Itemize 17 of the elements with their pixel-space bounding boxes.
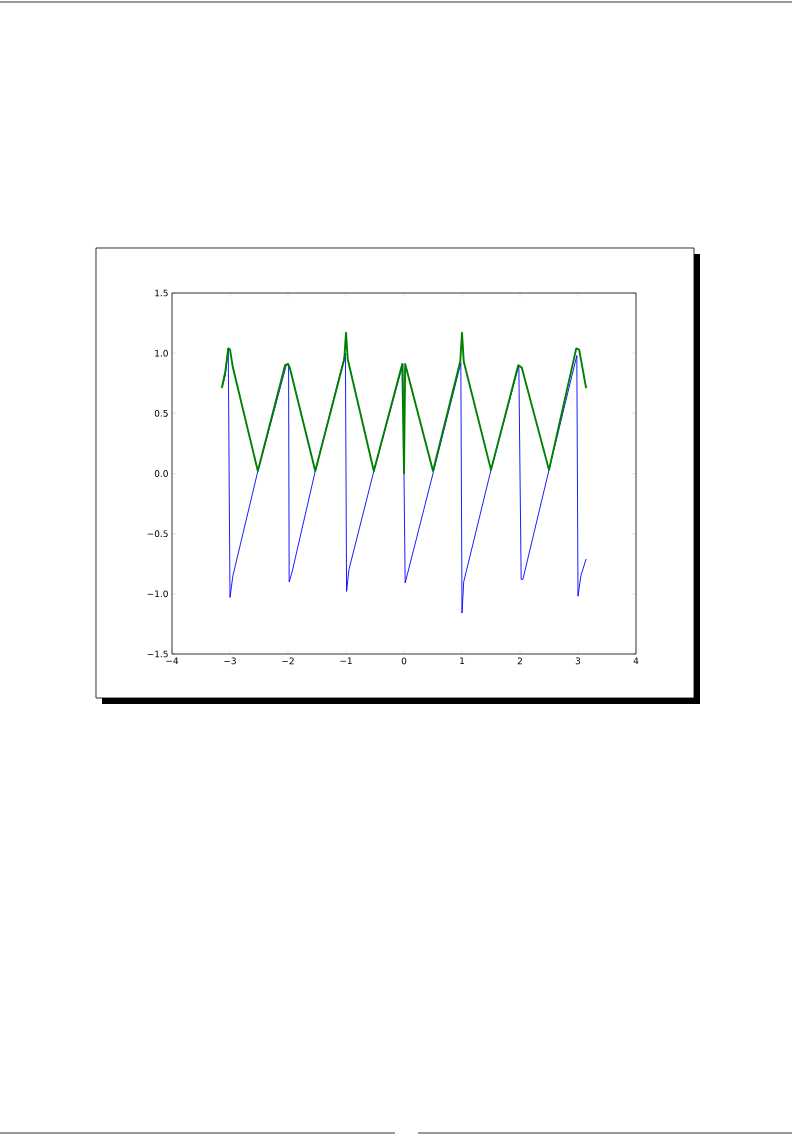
- x-tick-label: 3: [575, 657, 581, 665]
- x-tick-label: 0: [401, 657, 407, 665]
- x-tick-label: −4: [166, 657, 179, 665]
- x-tick-label: −1: [340, 657, 352, 665]
- line-series: [220, 331, 588, 475]
- y-tick-label: −1.0: [147, 590, 168, 598]
- x-tick-label: −3: [224, 657, 236, 665]
- y-tick-label: 0.5: [154, 409, 168, 417]
- y-tick-label: 1.0: [155, 349, 168, 357]
- x-tick-label: 2: [517, 657, 522, 665]
- x-tick-label: 1: [460, 657, 465, 665]
- x-tick-label: 4: [633, 657, 639, 665]
- y-tick-label: −0.5: [147, 530, 168, 538]
- y-tick-label: 1.5: [155, 289, 168, 297]
- y-tick-label: −1.5: [147, 650, 168, 658]
- y-tick-label: 0.0: [154, 470, 168, 477]
- x-tick-label: −2: [282, 657, 294, 665]
